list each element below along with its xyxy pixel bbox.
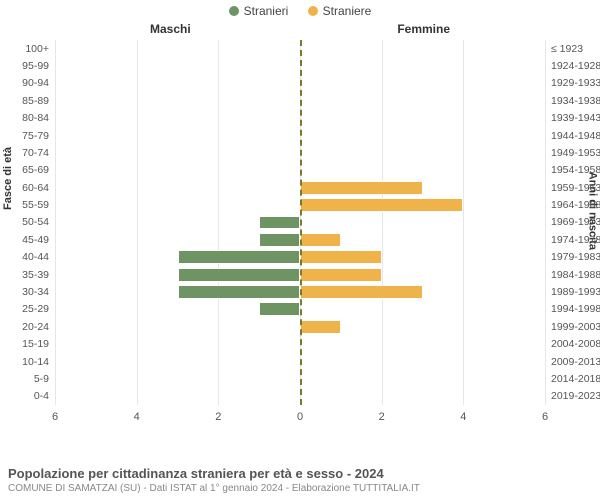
age-label: 90-94 [22,77,49,89]
age-label: 20-24 [22,321,49,333]
birth-year-label: 1969-1973 [551,216,600,228]
age-label: 15-19 [22,338,49,350]
x-tick-label: 4 [460,411,466,423]
age-label: 50-54 [22,216,49,228]
age-label: 5-9 [34,373,49,385]
legend-swatch-female [308,6,318,16]
bar-female [300,181,423,195]
birth-year-label: 1964-1968 [551,199,600,211]
legend-item-female: Straniere [308,4,372,18]
chart-title: Popolazione per cittadinanza straniera p… [8,466,420,481]
bar-female [300,198,463,212]
chart-footer: Popolazione per cittadinanza straniera p… [8,466,420,494]
age-label: 35-39 [22,269,49,281]
age-label: 60-64 [22,182,49,194]
bar-male [259,233,300,247]
section-label-female: Femmine [397,22,450,36]
birth-year-label: 1994-1998 [551,303,600,315]
birth-year-label: 1974-1978 [551,234,600,246]
legend: Stranieri Straniere [0,0,600,22]
birth-year-label: 1944-1948 [551,130,600,142]
birth-year-label: ≤ 1923 [551,43,583,55]
age-label: 45-49 [22,234,49,246]
age-label: 25-29 [22,303,49,315]
age-label: 80-84 [22,112,49,124]
birth-year-label: 2014-2018 [551,373,600,385]
birth-year-label: 1924-1928 [551,60,600,72]
x-tick-label: 6 [542,411,548,423]
birth-year-label: 2009-2013 [551,356,600,368]
age-label: 75-79 [22,130,49,142]
legend-item-male: Stranieri [229,4,289,18]
zero-line [300,40,302,405]
birth-year-label: 2004-2008 [551,338,600,350]
birth-year-label: 1939-1943 [551,112,600,124]
age-label: 55-59 [22,199,49,211]
plot-area: 6420246 100+≤ 192395-991924-192890-94192… [55,40,545,425]
birth-year-label: 1959-1963 [551,182,600,194]
legend-label-male: Stranieri [244,4,289,18]
age-label: 0-4 [34,390,49,402]
age-label: 100+ [25,43,49,55]
grid-line [545,40,546,405]
birth-year-label: 1929-1933 [551,77,600,89]
age-label: 95-99 [22,60,49,72]
birth-year-label: 1979-1983 [551,251,600,263]
legend-swatch-male [229,6,239,16]
section-labels: Maschi Femmine [0,22,600,40]
age-label: 85-89 [22,95,49,107]
bar-male [178,250,301,264]
age-label: 65-69 [22,164,49,176]
birth-year-label: 1989-1993 [551,286,600,298]
chart-subtitle: COMUNE DI SAMATZAI (SU) - Dati ISTAT al … [8,483,420,494]
bar-male [178,268,301,282]
age-label: 30-34 [22,286,49,298]
bar-female [300,285,423,299]
age-label: 10-14 [22,356,49,368]
x-tick-label: 6 [52,411,58,423]
birth-year-label: 1954-1958 [551,164,600,176]
x-tick-label: 2 [215,411,221,423]
birth-year-label: 1999-2003 [551,321,600,333]
age-label: 70-74 [22,147,49,159]
bar-female [300,233,341,247]
x-tick-label: 2 [379,411,385,423]
population-pyramid-chart: Stranieri Straniere Maschi Femmine Fasce… [0,0,600,500]
birth-year-label: 1949-1953 [551,147,600,159]
birth-year-label: 1984-1988 [551,269,600,281]
section-label-male: Maschi [150,22,191,36]
bar-female [300,320,341,334]
bar-female [300,250,382,264]
birth-year-label: 2019-2023 [551,390,600,402]
bar-male [178,285,301,299]
bar-female [300,268,382,282]
age-label: 40-44 [22,251,49,263]
y-axis-title-left: Fasce di età [2,147,14,210]
birth-year-label: 1934-1938 [551,95,600,107]
bar-male [259,216,300,230]
x-tick-label: 0 [297,411,303,423]
bar-male [259,302,300,316]
legend-label-female: Straniere [323,4,372,18]
x-tick-label: 4 [134,411,140,423]
